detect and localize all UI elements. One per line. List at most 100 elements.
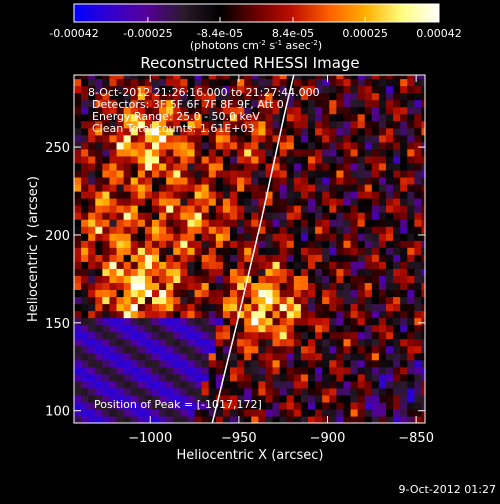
heatmap-cell bbox=[201, 141, 210, 150]
heatmap-cell bbox=[109, 113, 118, 122]
heatmap-cell bbox=[300, 148, 309, 157]
heatmap-cell bbox=[187, 331, 196, 340]
heatmap-cell bbox=[386, 233, 394, 241]
heatmap-cell bbox=[414, 366, 423, 375]
heatmap-cell bbox=[215, 134, 224, 143]
heatmap-cell bbox=[421, 275, 425, 283]
heatmap-cell bbox=[279, 155, 288, 164]
heatmap-cell bbox=[279, 268, 288, 276]
heatmap-cell bbox=[123, 254, 132, 262]
heatmap-cell bbox=[393, 352, 401, 361]
heatmap-cell bbox=[237, 268, 245, 276]
heatmap-cell bbox=[393, 233, 401, 241]
heatmap-cell bbox=[144, 134, 153, 143]
heatmap-cell bbox=[123, 183, 132, 192]
heatmap-cell bbox=[81, 261, 89, 269]
heatmap-cell bbox=[407, 155, 415, 164]
heatmap-cell bbox=[251, 226, 259, 234]
heatmap-cell bbox=[286, 134, 295, 143]
heatmap-cell bbox=[230, 275, 238, 283]
heatmap-cell bbox=[407, 394, 415, 403]
heatmap-cell bbox=[88, 162, 96, 171]
heatmap-cell bbox=[293, 324, 302, 333]
heatmap-cell bbox=[251, 324, 259, 333]
heatmap-cell bbox=[109, 148, 118, 157]
heatmap-cell bbox=[208, 226, 217, 234]
heatmap-cell bbox=[215, 106, 224, 115]
heatmap-cell bbox=[166, 366, 174, 375]
heatmap-cell bbox=[272, 141, 281, 150]
heatmap-cell bbox=[378, 345, 387, 354]
heatmap-cell bbox=[293, 380, 302, 389]
heatmap-cell bbox=[350, 106, 359, 115]
heatmap-cell bbox=[237, 324, 245, 333]
heatmap-cell bbox=[407, 268, 415, 276]
heatmap-cell bbox=[357, 324, 366, 333]
heatmap-cell bbox=[144, 296, 153, 305]
heatmap-cell bbox=[421, 212, 425, 220]
heatmap-cell bbox=[336, 134, 345, 143]
heatmap-cell bbox=[414, 191, 423, 199]
heatmap-cell bbox=[414, 212, 423, 220]
heatmap-cell bbox=[74, 345, 82, 354]
heatmap-cell bbox=[102, 212, 111, 220]
heatmap-cell bbox=[130, 240, 139, 248]
heatmap-cell bbox=[201, 113, 210, 122]
heatmap-cell bbox=[308, 162, 316, 171]
heatmap-cell bbox=[81, 254, 89, 262]
heatmap-cell bbox=[116, 169, 125, 178]
heatmap-cell bbox=[393, 359, 401, 368]
heatmap-cell bbox=[230, 317, 238, 326]
heatmap-cell bbox=[357, 212, 366, 220]
heatmap-cell bbox=[116, 352, 125, 361]
heatmap-cell bbox=[343, 127, 352, 136]
heatmap-cell bbox=[180, 92, 189, 101]
heatmap-cell bbox=[315, 106, 323, 115]
heatmap-cell bbox=[187, 162, 196, 171]
heatmap-cell bbox=[364, 268, 373, 276]
heatmap-cell bbox=[371, 373, 380, 382]
heatmap-cell bbox=[421, 359, 425, 368]
heatmap-cell bbox=[378, 233, 387, 241]
heatmap-cell bbox=[308, 275, 316, 283]
heatmap-cell bbox=[81, 141, 89, 150]
heatmap-cell bbox=[286, 120, 295, 129]
heatmap-cell bbox=[208, 120, 217, 129]
heatmap-cell bbox=[315, 191, 323, 199]
heatmap-cell bbox=[293, 247, 302, 255]
heatmap-cell bbox=[109, 352, 118, 361]
heatmap-cell bbox=[350, 155, 359, 164]
heatmap-cell bbox=[272, 394, 281, 403]
heatmap-cell bbox=[300, 226, 309, 234]
heatmap-cell bbox=[201, 240, 210, 248]
heatmap-cell bbox=[237, 345, 245, 354]
heatmap-cell bbox=[386, 212, 394, 220]
heatmap-cell bbox=[130, 113, 139, 122]
heatmap-cell bbox=[293, 92, 302, 101]
heatmap-cell bbox=[123, 268, 132, 276]
heatmap-cell bbox=[95, 289, 103, 298]
heatmap-cell bbox=[279, 78, 288, 87]
heatmap-cell bbox=[300, 219, 309, 227]
heatmap-cell bbox=[194, 408, 203, 417]
heatmap-cell bbox=[258, 113, 267, 122]
heatmap-cell bbox=[343, 289, 352, 298]
heatmap-cell bbox=[74, 219, 82, 227]
heatmap-cell bbox=[109, 296, 118, 305]
heatmap-cell bbox=[230, 289, 238, 298]
heatmap-cell bbox=[258, 261, 267, 269]
heatmap-cell bbox=[152, 176, 160, 185]
heatmap-cell bbox=[180, 127, 189, 136]
heatmap-cell bbox=[343, 113, 352, 122]
heatmap-cell bbox=[350, 303, 359, 312]
heatmap-cell bbox=[293, 282, 302, 291]
heatmap-cell bbox=[180, 324, 189, 333]
heatmap-cell bbox=[258, 317, 267, 326]
heatmap-cell bbox=[265, 162, 274, 171]
heatmap-cell bbox=[144, 233, 153, 241]
heatmap-cell bbox=[137, 219, 146, 227]
heatmap-cell bbox=[144, 345, 153, 354]
heatmap-cell bbox=[322, 296, 330, 305]
heatmap-cell bbox=[244, 169, 252, 178]
heatmap-cell bbox=[201, 85, 210, 94]
